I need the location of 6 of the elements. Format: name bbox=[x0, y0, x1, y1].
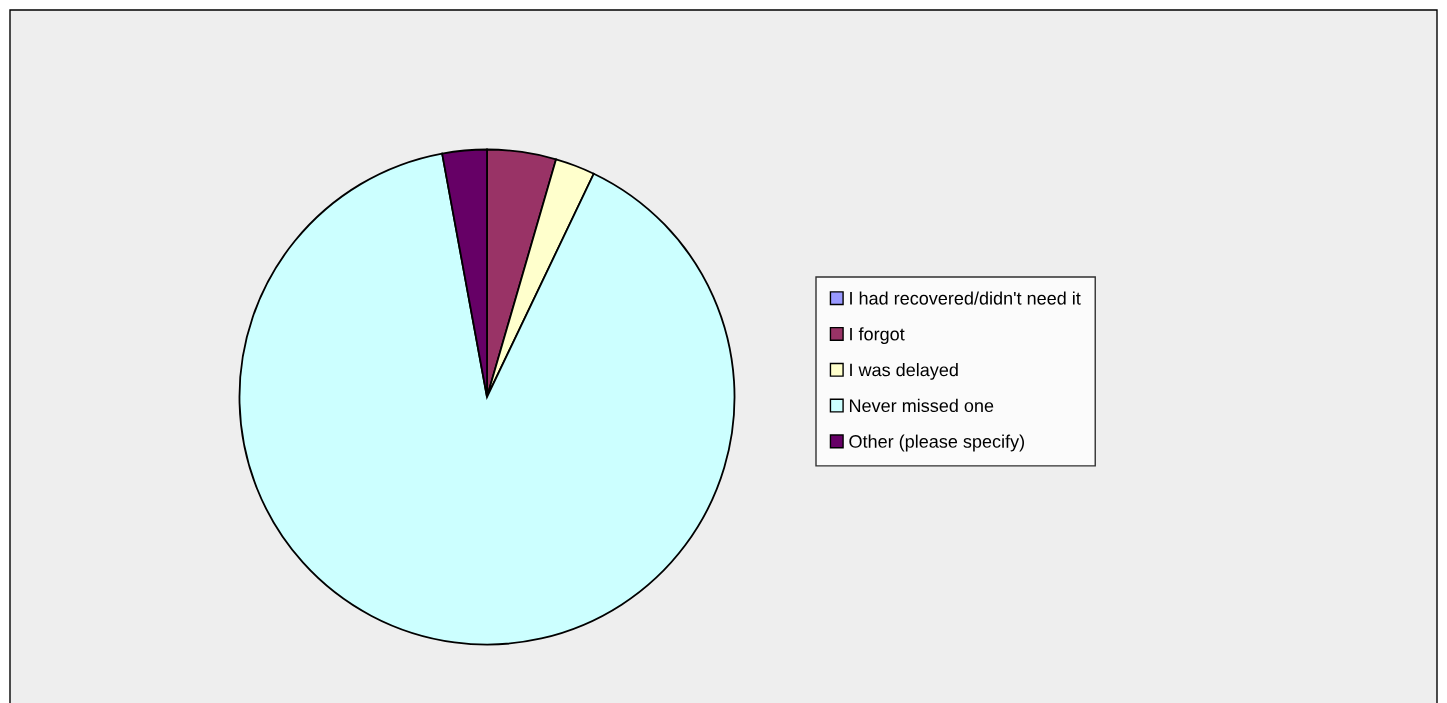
legend-label: Other (please specify) bbox=[849, 434, 1024, 452]
legend-label: I had recovered/didn't need it bbox=[850, 291, 1081, 305]
legend-label: I was delayed bbox=[850, 363, 958, 380]
legend-label: Never missed one bbox=[849, 398, 994, 413]
legend-label: I forgot bbox=[850, 327, 905, 345]
pie-slice bbox=[238, 152, 736, 646]
